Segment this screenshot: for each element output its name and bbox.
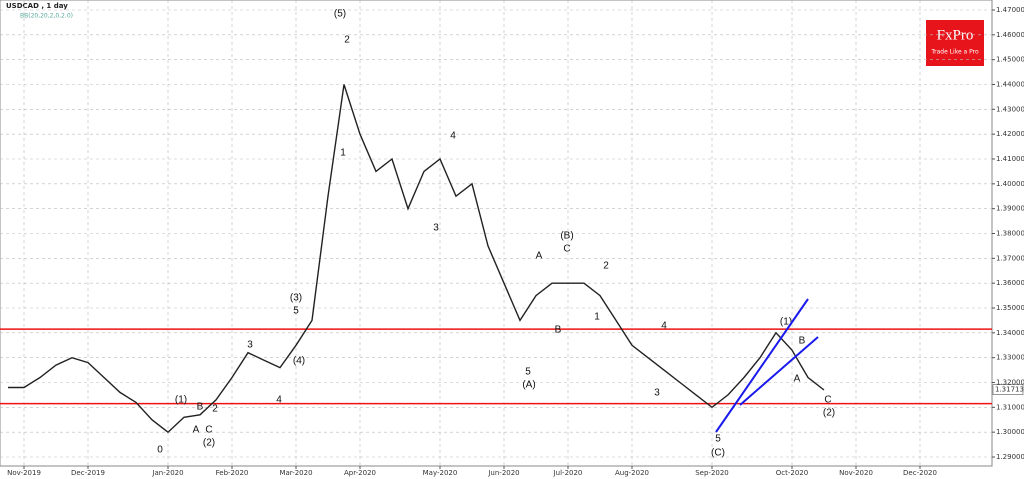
y-tick-label: 1.40000 xyxy=(996,180,1024,188)
y-tick-label: 1.47000 xyxy=(996,6,1024,14)
y-tick-label: 1.41000 xyxy=(996,155,1024,163)
current-price-label: 1.31713 xyxy=(995,386,1024,394)
y-tick-label: 1.42000 xyxy=(996,130,1024,138)
x-tick-label: Feb-2020 xyxy=(216,469,249,477)
y-tick-label: 1.29000 xyxy=(996,453,1024,461)
logo-name: FxPro xyxy=(937,27,974,43)
y-tick-label: 1.36000 xyxy=(996,279,1024,287)
wave-label: (A) xyxy=(522,380,535,391)
wave-label: (1) xyxy=(780,317,792,328)
wave-label: 5 xyxy=(715,434,721,445)
y-tick-label: 1.45000 xyxy=(996,56,1024,64)
y-tick-label: 1.39000 xyxy=(996,205,1024,213)
wave-label: 0 xyxy=(157,445,163,456)
x-tick-label: Jun-2020 xyxy=(487,469,519,477)
y-tick-label: 1.30000 xyxy=(996,428,1024,436)
wave-label: 3 xyxy=(433,223,439,234)
wave-label: (B) xyxy=(560,231,573,242)
channel-line xyxy=(739,336,819,406)
current-price-box xyxy=(992,384,1024,395)
wave-label: B xyxy=(555,325,562,336)
plot-frame xyxy=(0,0,993,467)
wave-label: A xyxy=(536,251,543,262)
wave-label: A xyxy=(193,425,200,436)
wave-label: 4 xyxy=(276,395,282,406)
wave-label: 1 xyxy=(594,312,600,323)
wave-label: 1 xyxy=(340,148,346,159)
y-tick-label: 1.37000 xyxy=(996,254,1024,262)
wave-label: 5 xyxy=(525,367,531,378)
wave-label: (3) xyxy=(290,293,302,304)
y-tick-label: 1.43000 xyxy=(996,105,1024,113)
x-tick-label: Jan-2020 xyxy=(151,469,183,477)
x-tick-label: Jul-2020 xyxy=(553,469,583,477)
logo-box xyxy=(926,20,984,66)
wave-label: 4 xyxy=(450,131,456,142)
x-tick-label: Sep-2020 xyxy=(695,469,729,477)
x-tick-label: Mar-2020 xyxy=(279,469,312,477)
y-tick-label: 1.33000 xyxy=(996,354,1024,362)
wave-label: C xyxy=(563,244,570,255)
logo-tagline: Trade Like a Pro xyxy=(930,49,979,56)
wave-label: 4 xyxy=(661,321,667,332)
wave-label: 3 xyxy=(654,388,660,399)
y-tick-label: 1.35000 xyxy=(996,304,1024,312)
wave-label: C xyxy=(824,395,831,406)
wave-label: 5 xyxy=(293,306,299,317)
x-tick-label: Apr-2020 xyxy=(344,469,376,477)
x-tick-label: Aug-2020 xyxy=(615,469,649,477)
y-tick-label: 1.31000 xyxy=(996,403,1024,411)
wave-label: B xyxy=(799,336,806,347)
wave-label: (1) xyxy=(175,395,187,406)
wave-label: 2 xyxy=(603,261,609,272)
y-tick-label: 1.32000 xyxy=(996,379,1024,387)
y-tick-label: 1.44000 xyxy=(996,81,1024,89)
x-tick-label: Nov-2019 xyxy=(7,469,41,477)
price-line xyxy=(8,84,825,434)
y-tick-label: 1.46000 xyxy=(996,31,1024,39)
x-tick-label: Oct-2020 xyxy=(776,469,808,477)
wave-label: 2 xyxy=(344,35,350,46)
x-tick-label: Nov-2020 xyxy=(839,469,873,477)
x-tick-label: Dec-2019 xyxy=(71,469,105,477)
wave-label: (2) xyxy=(823,408,835,419)
chart-subtitle: BB(20,20,2,0,2.0) xyxy=(20,13,73,20)
x-tick-label: May-2020 xyxy=(423,469,458,477)
wave-label: C xyxy=(205,425,212,436)
wave-label: (2) xyxy=(203,438,215,449)
y-tick-label: 1.38000 xyxy=(996,230,1024,238)
channel-line xyxy=(715,298,809,433)
wave-label: B xyxy=(197,402,204,413)
x-tick-label: Dec-2020 xyxy=(903,469,937,477)
wave-label: (5) xyxy=(334,9,346,20)
chart-title: USDCAD , 1 day xyxy=(6,2,68,10)
wave-label: A xyxy=(794,374,801,385)
wave-label: (4) xyxy=(293,356,305,367)
wave-label: 2 xyxy=(212,404,218,415)
wave-label: (C) xyxy=(711,448,725,459)
wave-label: 3 xyxy=(247,340,253,351)
y-tick-label: 1.34000 xyxy=(996,329,1024,337)
